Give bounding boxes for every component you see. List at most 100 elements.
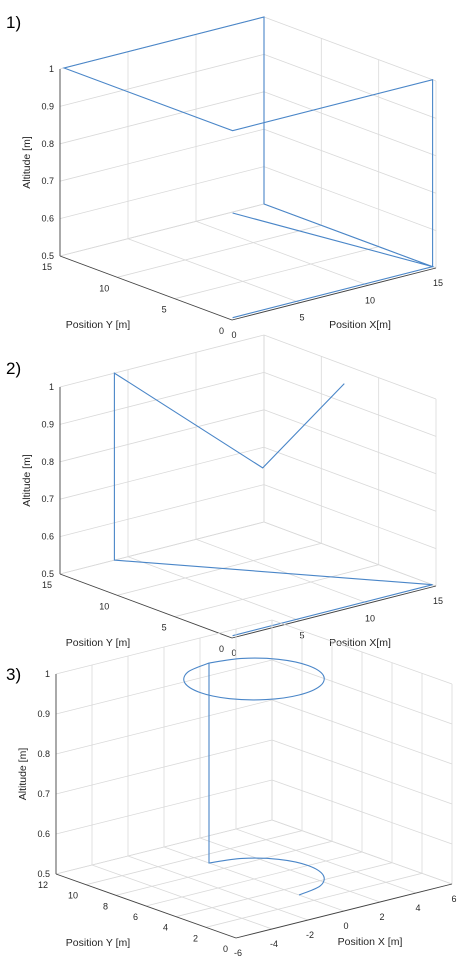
z-tick-label: 0.8 bbox=[41, 139, 54, 149]
grid-line bbox=[59, 372, 265, 425]
grid-line bbox=[59, 334, 265, 388]
y-tick-label: 15 bbox=[42, 580, 52, 590]
grid-line bbox=[205, 872, 423, 928]
grid-line bbox=[263, 409, 437, 475]
grid-line bbox=[117, 224, 322, 278]
grid-line bbox=[59, 484, 265, 537]
z-tick-label: 0.6 bbox=[41, 532, 54, 542]
x-axis-line bbox=[235, 883, 453, 939]
grid-line bbox=[174, 246, 379, 300]
x-tick-label: 10 bbox=[365, 295, 375, 305]
x-tick-label: 15 bbox=[433, 596, 443, 606]
grid-line bbox=[55, 739, 273, 795]
grid-line bbox=[263, 521, 437, 587]
x-tick-label: 2 bbox=[379, 912, 384, 922]
y-tick-label: 10 bbox=[99, 601, 109, 611]
y-axis-title: Position Y [m] bbox=[66, 937, 130, 949]
x-axis-title: Position X [m] bbox=[338, 936, 403, 948]
grid-line bbox=[263, 334, 437, 400]
grid-line bbox=[59, 203, 265, 257]
z-tick-label: 0.9 bbox=[41, 101, 54, 111]
z-tick-label: 0.7 bbox=[37, 789, 50, 799]
z-tick-label: 0.6 bbox=[37, 829, 50, 839]
z-tick-label: 0.5 bbox=[37, 869, 50, 879]
grid-line bbox=[55, 659, 273, 715]
z-tick-label: 0.5 bbox=[41, 251, 54, 261]
grid-line bbox=[117, 542, 322, 596]
y-axis-title: Position Y [m] bbox=[66, 637, 130, 649]
x-tick-label: -6 bbox=[234, 948, 242, 958]
x-tick-label: 0 bbox=[231, 648, 236, 658]
z-tick-label: 0.5 bbox=[41, 569, 54, 579]
x-axis-line bbox=[231, 267, 437, 321]
y-tick-label: 12 bbox=[38, 880, 48, 890]
grid-line bbox=[55, 779, 273, 835]
panel-label: 3) bbox=[6, 665, 21, 684]
z-axis-title: Altitude [m] bbox=[21, 136, 33, 189]
y-tick-label: 6 bbox=[133, 912, 138, 922]
z-tick-label: 0.9 bbox=[37, 709, 50, 719]
grid-line bbox=[174, 564, 379, 618]
grid-line bbox=[175, 862, 393, 918]
trajectory-line bbox=[183, 657, 325, 896]
x-tick-label: 0 bbox=[343, 921, 348, 931]
y-axis-line bbox=[59, 255, 233, 321]
z-tick-label: 0.6 bbox=[41, 214, 54, 224]
x-tick-label: -2 bbox=[306, 930, 314, 940]
grid-line bbox=[195, 220, 369, 286]
panel-label: 2) bbox=[6, 359, 21, 378]
trajectory-line bbox=[113, 372, 433, 637]
y-tick-label: 10 bbox=[68, 891, 78, 901]
y-tick-label: 0 bbox=[223, 944, 228, 954]
x-tick-label: -4 bbox=[270, 939, 278, 949]
grid-line bbox=[271, 699, 453, 765]
y-axis-line bbox=[55, 873, 237, 939]
x-axis-line bbox=[231, 585, 437, 639]
z-tick-label: 0.8 bbox=[37, 749, 50, 759]
trajectory-line bbox=[62, 16, 435, 319]
grid-line bbox=[59, 409, 265, 463]
x-tick-label: 5 bbox=[299, 313, 304, 323]
y-tick-label: 5 bbox=[162, 623, 167, 633]
z-tick-label: 1 bbox=[49, 64, 54, 74]
grid-line bbox=[59, 521, 265, 575]
x-tick-label: 0 bbox=[231, 330, 236, 340]
grid-line bbox=[263, 484, 437, 549]
grid-line bbox=[263, 372, 437, 437]
y-tick-label: 2 bbox=[193, 933, 198, 943]
grid-line bbox=[263, 128, 437, 194]
grid-line bbox=[263, 91, 437, 157]
y-tick-label: 5 bbox=[162, 305, 167, 315]
panel-label: 1) bbox=[6, 13, 21, 32]
grid-line bbox=[195, 538, 369, 604]
grid-line bbox=[263, 16, 437, 82]
z-axis-title: Altitude [m] bbox=[17, 748, 29, 801]
y-tick-label: 4 bbox=[163, 923, 168, 933]
grid-line bbox=[59, 166, 265, 219]
grid-line bbox=[127, 238, 301, 304]
grid-line bbox=[271, 739, 453, 805]
grid-line bbox=[85, 830, 303, 886]
grid-line bbox=[263, 446, 437, 512]
x-tick-label: 15 bbox=[433, 278, 443, 288]
z-tick-label: 0.7 bbox=[41, 494, 54, 504]
y-tick-label: 10 bbox=[99, 283, 109, 293]
y-tick-label: 15 bbox=[42, 262, 52, 272]
y-tick-label: 8 bbox=[103, 901, 108, 911]
y-axis-title: Position Y [m] bbox=[66, 319, 130, 331]
x-tick-label: 10 bbox=[365, 613, 375, 623]
z-tick-label: 0.7 bbox=[41, 176, 54, 186]
y-tick-label: 0 bbox=[219, 644, 224, 654]
x-axis-title: Position X[m] bbox=[329, 637, 391, 649]
grid-line bbox=[271, 659, 453, 725]
z-tick-label: 1 bbox=[45, 669, 50, 679]
grid-line bbox=[55, 699, 273, 755]
y-axis-line bbox=[59, 573, 233, 639]
grid-line bbox=[115, 840, 333, 896]
grid-line bbox=[59, 54, 265, 107]
grid-line bbox=[59, 446, 265, 500]
grid-line bbox=[263, 54, 437, 119]
x-tick-label: 6 bbox=[451, 894, 456, 904]
